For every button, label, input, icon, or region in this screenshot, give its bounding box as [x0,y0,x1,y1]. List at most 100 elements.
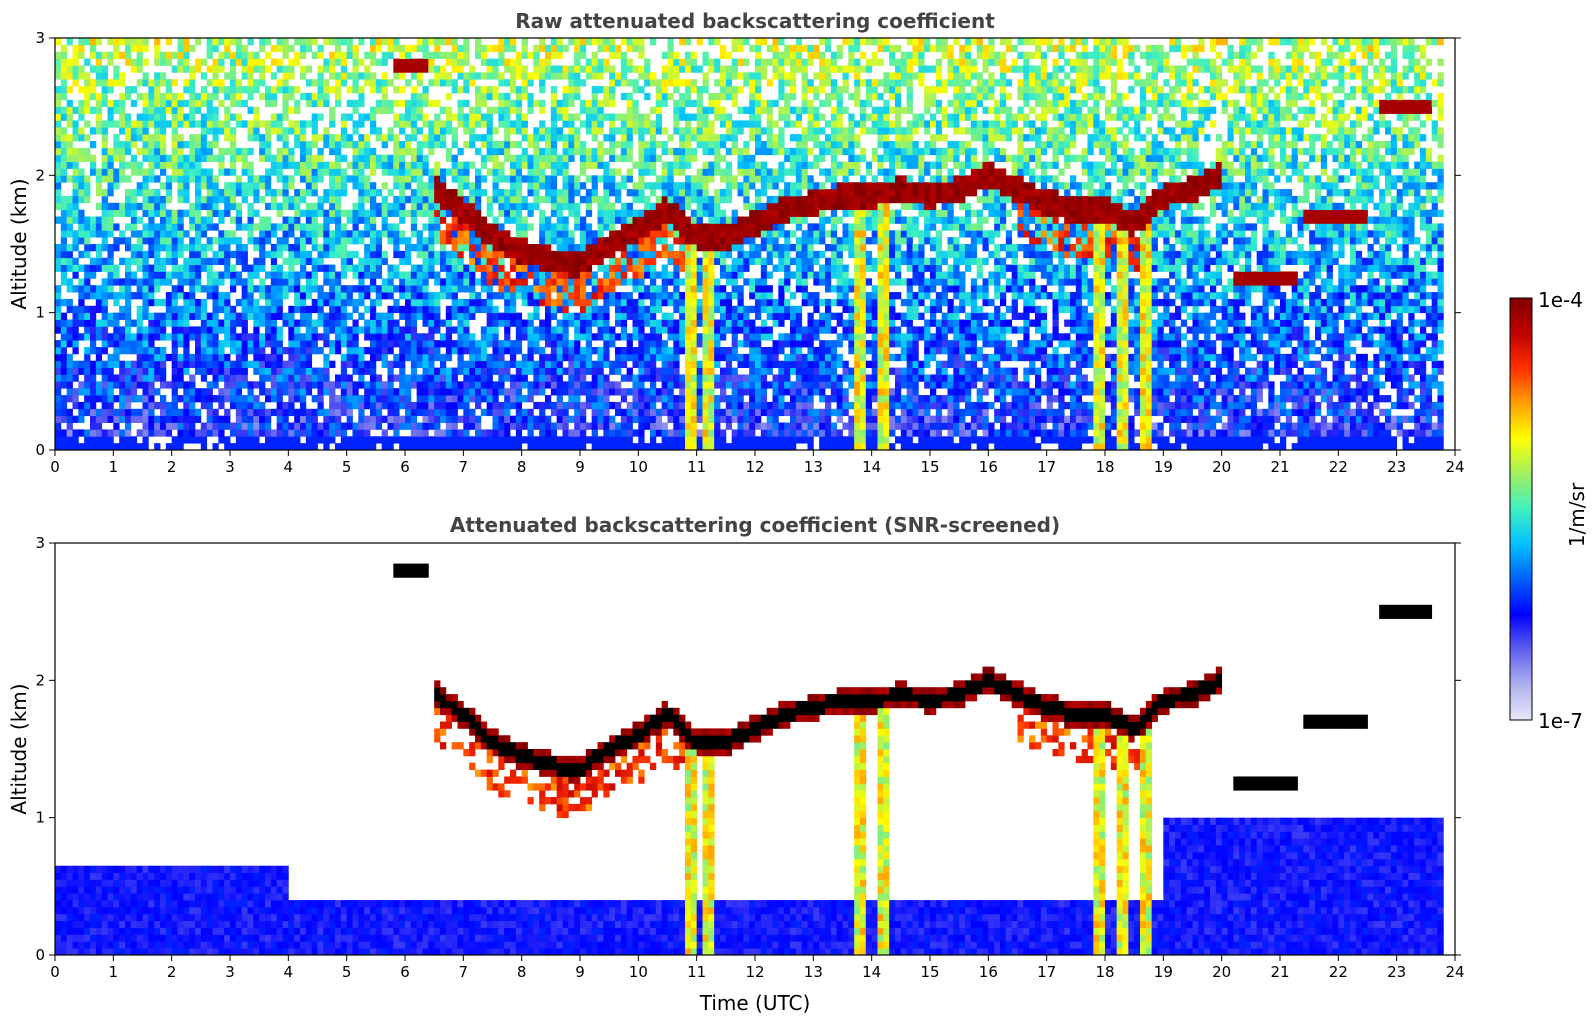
heatmap-cell [224,271,231,279]
heatmap-cell [422,38,429,46]
heatmap-cell [340,120,348,128]
heatmap-cell [335,99,342,108]
heatmap-cell [475,86,482,94]
heatmap-cell [125,285,132,293]
heatmap-cell [329,347,336,355]
heatmap-cell [644,347,651,355]
heatmap-cell [311,216,318,224]
heatmap-cell [440,72,447,80]
heatmap-cell [189,86,196,94]
heatmap-cell [317,257,324,265]
heatmap-cell [638,168,645,176]
heatmap-cell [288,127,295,135]
heatmap-cell [457,209,464,217]
heatmap-cell [632,312,639,320]
heatmap-cell [130,154,138,162]
heatmap-cell [661,436,668,444]
heatmap-cell [270,264,278,272]
heatmap-cell [230,271,237,279]
heatmap-cell [171,340,178,348]
heatmap-cell [300,209,307,217]
heatmap-cell [463,168,470,176]
heatmap-cell [475,44,482,53]
heatmap-cell [90,154,97,162]
heatmap-cell [492,333,499,341]
heatmap-cell [644,415,651,423]
heatmap-cell [317,285,324,293]
heatmap-cell [311,443,318,451]
heatmap-cell [661,298,668,307]
heatmap-cell [265,154,272,162]
heatmap-cell [113,244,120,252]
heatmap-cell [364,141,371,149]
heatmap-cell [177,305,184,314]
heatmap-cell [125,305,132,314]
heatmap-cell [620,278,628,286]
heatmap-cell [620,65,628,73]
heatmap-cell [177,319,184,327]
heatmap-cell [644,195,651,204]
heatmap-cell [183,141,190,149]
heatmap-cell [679,209,686,217]
heatmap-cell [364,65,371,73]
heatmap-cell [405,182,412,190]
heatmap-cell [463,401,470,410]
heatmap-cell [253,189,260,197]
heatmap-cell [609,202,616,211]
heatmap-cell [405,244,412,252]
heatmap-cell [556,353,563,362]
heatmap-cell [305,154,313,162]
heatmap-cell [381,38,388,46]
heatmap-cell [539,79,546,87]
heatmap-cell [136,312,143,320]
heatmap-cell [469,216,476,224]
heatmap-cell [171,443,178,451]
heatmap-cell [142,340,149,348]
heatmap-cell [539,250,546,259]
heatmap-cell [142,99,149,108]
heatmap-cell [539,360,546,368]
heatmap-cell [206,312,213,320]
heatmap-cell [405,319,412,327]
heatmap-cell [451,65,458,73]
heatmap-cell [568,154,575,162]
heatmap-cell [399,401,406,410]
heatmap-cell [212,141,219,149]
heatmap-cell [585,161,593,169]
heatmap-cell [515,127,523,135]
heatmap-cell [504,305,511,314]
heatmap-cell [661,367,668,375]
heatmap-cell [638,154,645,162]
heatmap-cell [410,147,418,156]
heatmap-cell [84,223,91,231]
heatmap-cell [270,333,278,341]
heatmap-cell [469,285,476,293]
heatmap-cell [673,120,680,128]
heatmap-cell [113,79,120,87]
heatmap-cell [346,340,353,348]
heatmap-cell [591,319,598,327]
heatmap-cell [615,305,622,314]
heatmap-cell [253,86,260,94]
heatmap-cell [84,244,91,252]
heatmap-cell [294,168,301,176]
heatmap-cell [416,292,423,300]
heatmap-cell [60,141,68,149]
heatmap-cell [603,388,610,396]
heatmap-cell [195,168,202,176]
heatmap-cell [638,340,645,348]
heatmap-cell [393,65,400,73]
heatmap-cell [66,154,73,162]
heatmap-cell [428,415,435,423]
heatmap-cell [95,38,103,46]
heatmap-cell [632,189,639,197]
heatmap-cell [480,305,488,314]
heatmap-cell [195,175,202,183]
heatmap-cell [486,395,493,403]
heatmap-cell [375,58,383,66]
heatmap-cell [55,195,62,204]
heatmap-cell [55,86,62,94]
heatmap-cell [556,374,563,382]
heatmap-cell [679,237,686,245]
heatmap-cell [545,230,552,238]
